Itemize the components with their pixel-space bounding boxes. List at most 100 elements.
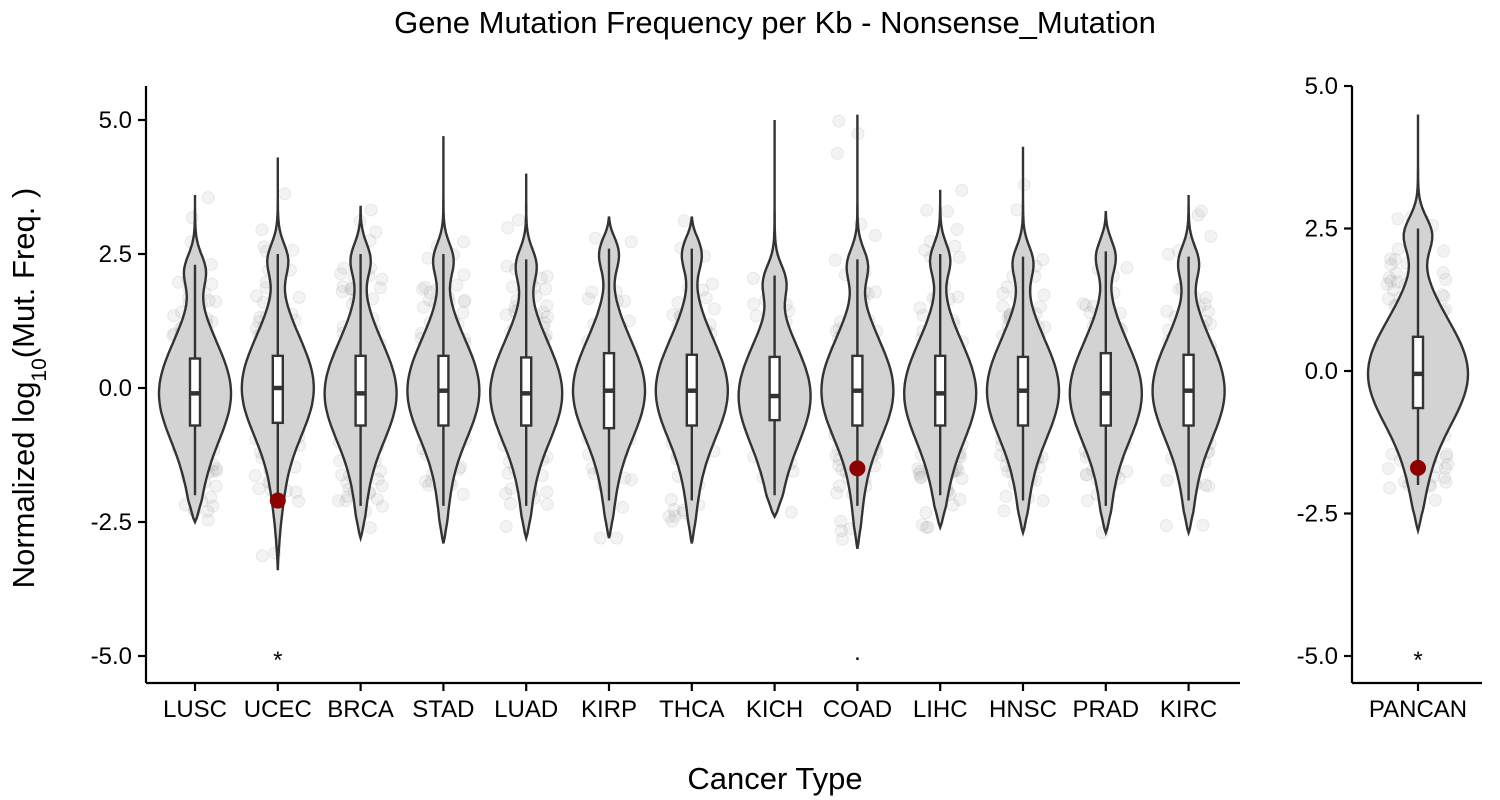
jitter-point xyxy=(1204,229,1218,243)
jitter-point xyxy=(501,221,515,235)
jitter-point xyxy=(707,302,721,316)
jitter-point xyxy=(375,272,389,286)
jitter-point xyxy=(911,462,925,475)
jitter-point xyxy=(1120,464,1134,478)
jitter-point xyxy=(292,494,306,508)
jitter-point xyxy=(830,146,844,160)
jitter-point xyxy=(919,520,933,534)
box xyxy=(768,355,781,422)
jitter-point xyxy=(950,223,964,236)
jitter-point xyxy=(504,482,518,496)
jitter-point xyxy=(201,513,215,527)
x-tick-label: KICH xyxy=(746,696,803,723)
x-tick-label: PRAD xyxy=(1072,696,1139,723)
jitter-point xyxy=(868,285,882,299)
jitter-point xyxy=(948,239,962,253)
jitter-point xyxy=(1160,304,1174,318)
x-tick-label: UCEC xyxy=(244,696,312,723)
jitter-point xyxy=(418,280,432,294)
jitter-point xyxy=(201,191,215,205)
jitter-point xyxy=(1079,468,1093,481)
jitter-point xyxy=(1202,305,1215,318)
violin-group-kich: KICH xyxy=(737,120,812,723)
jitter-point xyxy=(953,493,967,506)
jitter-point xyxy=(699,291,713,305)
jitter-point xyxy=(1120,261,1134,275)
jitter-point xyxy=(1079,298,1093,312)
violin-group-ucec: UCEC * xyxy=(240,157,316,723)
jitter-point xyxy=(1388,253,1402,267)
jitter-point xyxy=(624,235,638,249)
x-tick-label: COAD xyxy=(823,696,892,723)
jitter-point xyxy=(292,290,306,304)
jitter-point xyxy=(665,514,679,528)
violin-group-stad: STAD xyxy=(406,136,481,723)
jitter-point xyxy=(499,487,513,500)
jitter-point xyxy=(996,286,1010,300)
jitter-point xyxy=(941,204,955,218)
jitter-point xyxy=(915,518,929,532)
jitter-point xyxy=(1439,272,1453,286)
jitter-point xyxy=(869,229,882,242)
jitter-point xyxy=(1384,274,1398,288)
jitter-point xyxy=(1390,266,1404,280)
jitter-point xyxy=(921,520,935,534)
jitter-point xyxy=(668,509,682,523)
jitter-point xyxy=(832,479,846,493)
violin-group-coad: COAD. xyxy=(820,114,895,723)
significance-annotation: . xyxy=(854,639,861,666)
jitter-point xyxy=(205,277,219,291)
y-tick-label: 2.5 xyxy=(99,241,132,268)
jitter-point xyxy=(1438,462,1452,476)
jitter-point xyxy=(913,301,927,315)
jitter-point xyxy=(1194,204,1208,218)
jitter-point xyxy=(585,285,599,299)
jitter-point xyxy=(1159,519,1173,532)
jitter-point xyxy=(457,268,471,282)
jitter-point xyxy=(834,514,848,528)
jitter-point xyxy=(951,290,965,304)
jitter-point xyxy=(457,235,471,249)
jitter-point xyxy=(541,310,554,324)
jitter-point xyxy=(834,524,848,538)
jitter-point xyxy=(616,500,630,514)
jitter-point xyxy=(1437,290,1451,304)
jitter-point xyxy=(1441,457,1455,471)
jitter-point xyxy=(589,231,602,245)
jitter-point xyxy=(1440,447,1454,461)
box xyxy=(1099,351,1113,427)
jitter-point xyxy=(1036,253,1050,267)
jitter-point xyxy=(624,473,638,487)
jitter-point xyxy=(419,474,432,488)
jitter-point xyxy=(1162,247,1175,261)
jitter-point xyxy=(499,520,513,533)
jitter-point xyxy=(1036,494,1050,508)
jitter-point xyxy=(1383,481,1397,495)
jitter-point xyxy=(540,497,554,511)
jitter-point xyxy=(457,295,471,309)
jitter-point xyxy=(209,295,223,308)
violin-group-lihc: LIHC xyxy=(902,183,978,723)
jitter-point xyxy=(450,278,464,292)
violin-group-thca: THCA xyxy=(654,214,729,723)
jitter-point xyxy=(1438,471,1452,484)
jitter-point xyxy=(167,309,181,323)
violin-group-pancan: PANCAN * xyxy=(1366,114,1470,723)
y-tick-label: 0.0 xyxy=(99,375,132,402)
jitter-point xyxy=(376,499,389,513)
jitter-point xyxy=(250,289,264,303)
jitter-point xyxy=(997,504,1011,518)
highlight-point xyxy=(269,492,286,509)
x-tick-label: KIRP xyxy=(581,696,637,723)
jitter-point xyxy=(456,306,470,320)
jitter-point xyxy=(540,485,554,499)
jitter-point xyxy=(1382,292,1396,306)
jitter-point xyxy=(913,467,926,481)
significance-annotation: * xyxy=(273,647,282,674)
jitter-point xyxy=(209,479,223,493)
jitter-point xyxy=(747,297,761,311)
jitter-point xyxy=(335,468,349,482)
jitter-point xyxy=(1380,277,1394,291)
jitter-point xyxy=(540,269,554,283)
jitter-point xyxy=(416,282,430,296)
